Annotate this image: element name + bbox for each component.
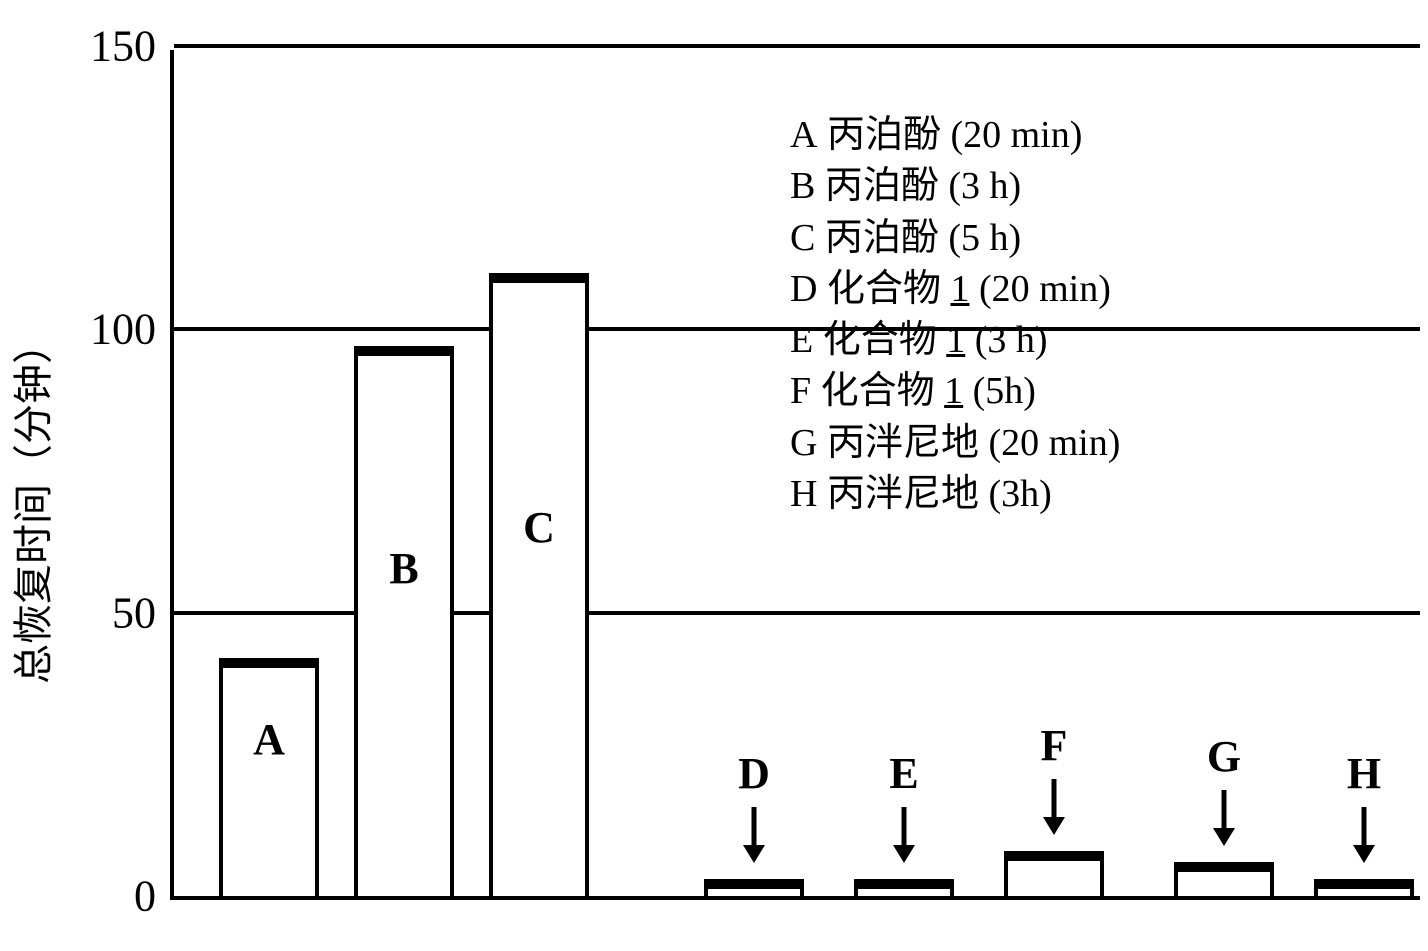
- legend: A 丙泊酚 (20 min)B 丙泊酚 (3 h)C 丙泊酚 (5 h)D 化合…: [790, 110, 1120, 520]
- ytick-label: 150: [90, 21, 174, 72]
- legend-item: G 丙泮尼地 (20 min): [790, 418, 1120, 469]
- bar-label: G: [1207, 731, 1241, 782]
- bar-cap: [219, 658, 319, 668]
- y-axis-label: 总恢复时间（分钟）: [1, 79, 59, 929]
- legend-item: D 化合物 1 (20 min): [790, 264, 1120, 315]
- ytick-label: 0: [134, 871, 174, 922]
- bar-H: H: [1314, 879, 1414, 896]
- bar-cap: [1314, 879, 1414, 889]
- gridline: [174, 44, 1420, 48]
- bar-label: F: [1041, 720, 1068, 771]
- bar-cap: [354, 346, 454, 356]
- bar-label: H: [1347, 748, 1381, 799]
- bar-label: B: [389, 543, 418, 594]
- legend-item: A 丙泊酚 (20 min): [790, 110, 1120, 161]
- bar-cap: [1174, 862, 1274, 872]
- bar-label: D: [738, 748, 770, 799]
- ytick-label: 100: [90, 304, 174, 355]
- bar-label: A: [253, 714, 285, 765]
- arrow-down-icon: [1039, 777, 1069, 837]
- bar-E: E: [854, 879, 954, 896]
- arrow-down-icon: [739, 805, 769, 865]
- legend-item: H 丙泮尼地 (3h): [790, 469, 1120, 520]
- bar-B: B: [354, 346, 454, 896]
- bar-label: E: [889, 748, 918, 799]
- arrow-down-icon: [1349, 805, 1379, 865]
- ytick-label: 50: [112, 587, 174, 638]
- bar-A: A: [219, 658, 319, 896]
- bar-cap: [854, 879, 954, 889]
- legend-item: F 化合物 1 (5h): [790, 366, 1120, 417]
- bar-label: C: [523, 502, 555, 553]
- arrow-down-icon: [1209, 788, 1239, 848]
- bar-cap: [489, 273, 589, 283]
- legend-item: C 丙泊酚 (5 h): [790, 213, 1120, 264]
- chart-container: 总恢复时间（分钟） 050100150ABCDEFGH A 丙泊酚 (20 mi…: [20, 20, 1428, 931]
- legend-item: B 丙泊酚 (3 h): [790, 161, 1120, 212]
- legend-item: E 化合物 1 (3 h): [790, 315, 1120, 366]
- bar-cap: [704, 879, 804, 889]
- bar-G: G: [1174, 862, 1274, 896]
- bar-D: D: [704, 879, 804, 896]
- bar-C: C: [489, 273, 589, 896]
- arrow-down-icon: [889, 805, 919, 865]
- bar-F: F: [1004, 851, 1104, 896]
- bar-cap: [1004, 851, 1104, 861]
